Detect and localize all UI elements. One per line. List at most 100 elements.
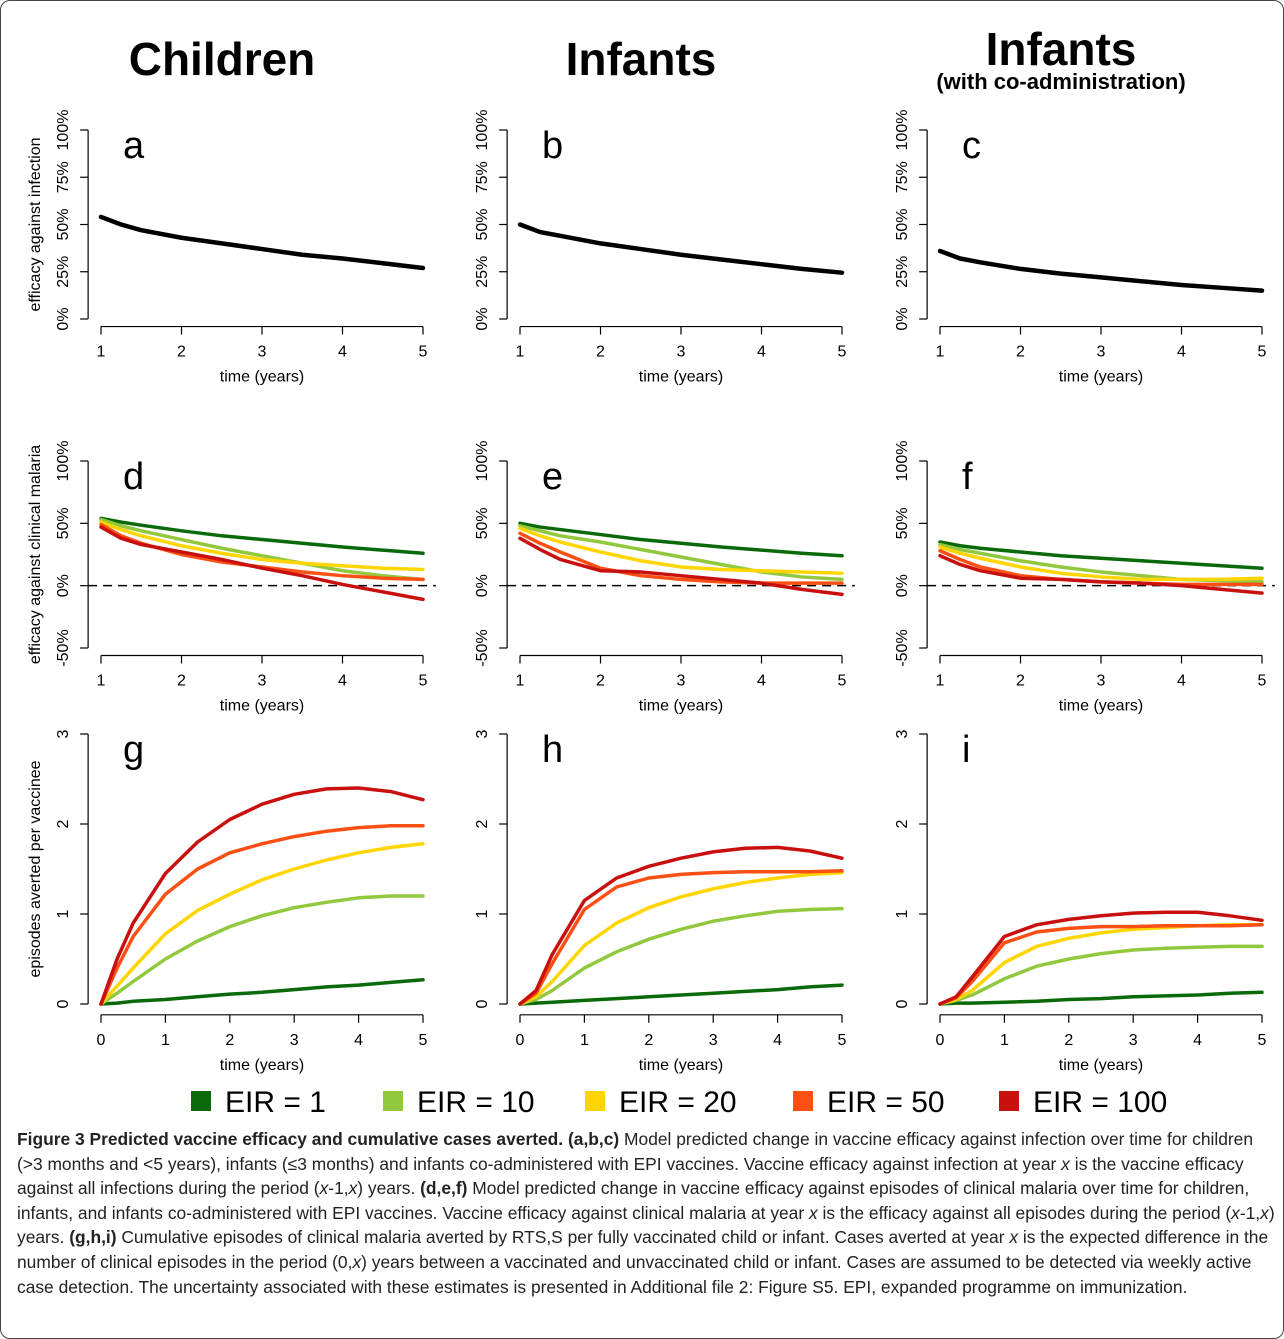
panel-label: g — [123, 729, 144, 771]
x-tick-label: 2 — [225, 1032, 234, 1049]
x-tick-label: 1 — [516, 672, 525, 689]
caption-run: x — [352, 1251, 362, 1272]
column-title: Infants — [566, 33, 717, 85]
x-tick-label: 3 — [258, 672, 267, 689]
x-tick-label: 2 — [596, 672, 605, 689]
y-tick-label: 50% — [55, 507, 72, 539]
series-line — [937, 248, 1265, 293]
x-tick-label: 2 — [177, 672, 186, 689]
y-tick-label: 50% — [894, 507, 911, 539]
series-line — [518, 524, 844, 582]
legend-label: EIR = 20 — [619, 1086, 737, 1119]
y-tick-label: 75% — [894, 161, 911, 193]
series-line — [518, 983, 844, 1006]
y-tick-label: 0% — [894, 574, 911, 597]
series-line — [99, 894, 425, 1006]
x-tick-label: 3 — [677, 672, 686, 689]
column-subtitle: (with co-administration) — [936, 69, 1185, 94]
caption-run: (d,e,f) — [420, 1178, 468, 1199]
x-tick-label: 2 — [1064, 1032, 1073, 1049]
y-axis-title: episodes averted per vaccinee — [27, 760, 44, 977]
x-axis-title: time (years) — [639, 369, 723, 386]
panel-label: h — [542, 729, 563, 771]
y-tick-label: 100% — [55, 441, 72, 482]
y-tick-label: 75% — [474, 161, 491, 193]
caption-run: Cumulative episodes of clinical malaria … — [116, 1227, 1010, 1248]
x-tick-label: 5 — [1258, 344, 1267, 361]
caption-run: is the efficacy against all episodes dur… — [817, 1202, 1232, 1223]
x-tick-label: 3 — [677, 344, 686, 361]
x-axis-title: time (years) — [1059, 369, 1143, 386]
y-axis-title: efficacy against clinical malaria — [27, 445, 44, 664]
x-tick-label: 4 — [757, 672, 766, 689]
x-tick-label: 3 — [1097, 672, 1106, 689]
caption: Figure 3 Predicted vaccine efficacy and … — [17, 1127, 1275, 1299]
series-line — [518, 869, 844, 1006]
series-line — [99, 977, 425, 1006]
series-line — [938, 944, 1264, 1006]
x-tick-label: 4 — [757, 344, 766, 361]
caption-run: x — [348, 1178, 358, 1199]
x-tick-label: 0 — [97, 1032, 106, 1049]
x-tick-label: 5 — [419, 672, 428, 689]
x-tick-label: 1 — [936, 672, 945, 689]
series-line — [518, 531, 844, 585]
panel-label: i — [962, 729, 970, 771]
y-tick-label: 2 — [894, 819, 911, 828]
y-tick-label: 100% — [55, 110, 72, 151]
caption-run: x — [808, 1202, 818, 1223]
y-tick-label: 2 — [474, 819, 491, 828]
series-line — [518, 526, 844, 575]
caption-run: is the expected difference in the number… — [17, 1227, 1269, 1272]
caption-run: (g,h,i) — [69, 1227, 117, 1248]
y-tick-label: 0 — [894, 999, 911, 1008]
x-tick-label: 4 — [338, 344, 347, 361]
y-tick-label: 1 — [894, 909, 911, 918]
caption-run: (a,b,c) — [567, 1129, 620, 1149]
y-tick-label: 0% — [474, 574, 491, 597]
x-tick-label: 3 — [1129, 1032, 1138, 1049]
x-tick-label: 1 — [97, 672, 106, 689]
caption-run: x — [1260, 1202, 1269, 1223]
legend-swatch — [383, 1091, 403, 1111]
x-tick-label: 2 — [1016, 672, 1025, 689]
y-tick-label: 50% — [894, 208, 911, 240]
x-tick-label: 1 — [161, 1032, 170, 1049]
x-tick-label: 3 — [290, 1032, 299, 1049]
x-tick-label: 1 — [580, 1032, 589, 1049]
x-axis-title: time (years) — [639, 697, 723, 714]
x-tick-label: 1 — [936, 344, 945, 361]
x-axis-title: time (years) — [1059, 1057, 1143, 1074]
caption-run: x — [1231, 1202, 1240, 1223]
series-line — [518, 845, 844, 1006]
y-tick-label: 3 — [55, 729, 72, 738]
y-tick-label: 1 — [55, 909, 72, 918]
x-tick-label: 4 — [1177, 672, 1186, 689]
x-axis-title: time (years) — [220, 1057, 304, 1074]
x-tick-label: 5 — [1258, 1032, 1267, 1049]
caption-run: ) years. — [357, 1178, 421, 1199]
chart-grid: Children Infants Infants (with co-admini… — [27, 23, 1275, 1119]
series-line — [938, 910, 1264, 1006]
series-line — [938, 540, 1264, 570]
legend-label: EIR = 1 — [225, 1086, 326, 1119]
panel-label: a — [123, 125, 145, 167]
y-tick-label: -50% — [55, 629, 72, 666]
caption-run: x — [1061, 1153, 1070, 1174]
x-tick-label: 4 — [773, 1032, 782, 1049]
legend-label: EIR = 10 — [417, 1086, 535, 1119]
x-tick-label: 5 — [838, 1032, 847, 1049]
x-tick-label: 1 — [97, 344, 106, 361]
legend-swatch — [585, 1091, 605, 1111]
column-title: Children — [129, 33, 316, 85]
x-tick-label: 0 — [516, 1032, 525, 1049]
y-tick-label: 3 — [474, 729, 491, 738]
panel-label: b — [542, 125, 563, 167]
y-tick-label: 3 — [894, 729, 911, 738]
y-tick-label: 0% — [474, 307, 491, 330]
y-tick-label: 100% — [894, 441, 911, 482]
y-tick-label: 100% — [474, 110, 491, 151]
series-line — [518, 870, 844, 1006]
legend-swatch — [793, 1091, 813, 1111]
